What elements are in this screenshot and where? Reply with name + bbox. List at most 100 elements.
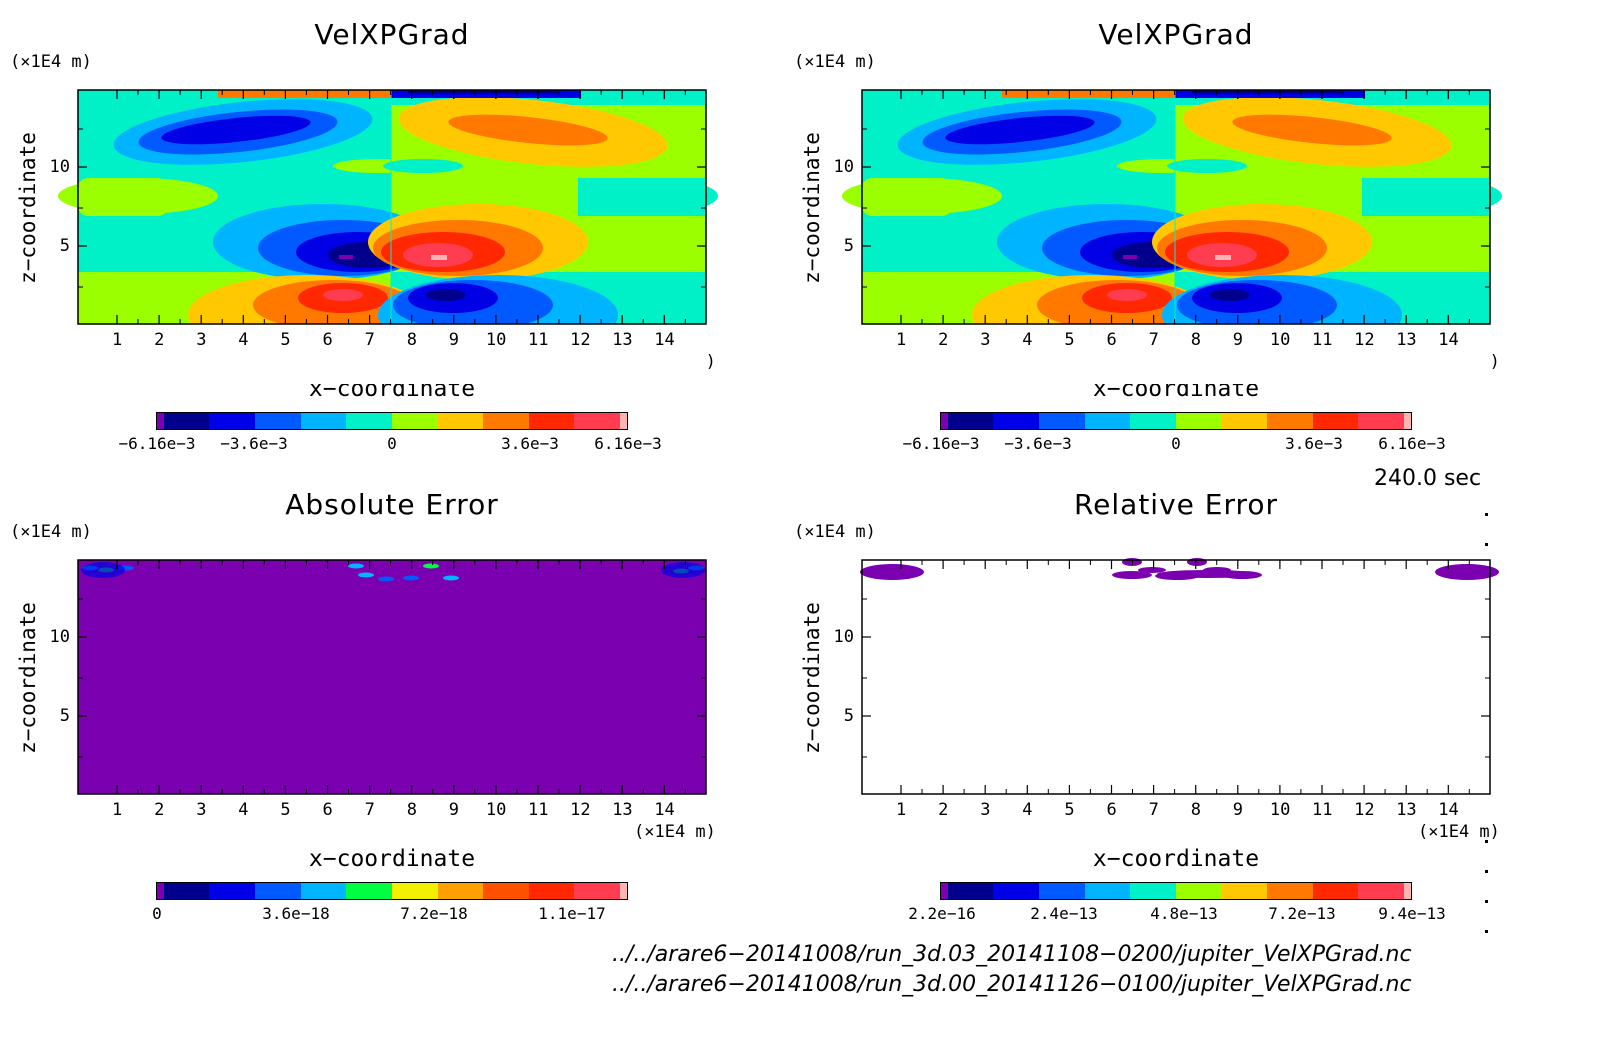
colorbar-segment — [1358, 883, 1405, 899]
colorbar-segment — [574, 883, 621, 899]
y-unit-label: (×1E4 m) — [794, 522, 876, 542]
colorbar-segment — [1267, 413, 1313, 429]
x-tick-label: 8 — [406, 800, 417, 820]
x-tick-label: 14 — [654, 800, 675, 820]
heatmap-plot-area — [77, 559, 707, 795]
colorbar-segment — [528, 883, 575, 899]
colorbar — [940, 412, 1412, 430]
x-tick-label: 5 — [280, 330, 291, 350]
chart-title: VelXPGrad — [314, 18, 470, 51]
x-tick-label: 12 — [570, 330, 591, 350]
colorbar — [156, 882, 628, 900]
colorbar-segment — [1039, 883, 1085, 899]
colorbar-segment — [1404, 883, 1411, 899]
x-tick-label: 12 — [1354, 330, 1375, 350]
x-tick-label: 9 — [448, 800, 460, 820]
x-tick-label: 2 — [938, 800, 949, 820]
y-tick-label: 10 — [49, 157, 70, 177]
x-tick-label: 1 — [112, 800, 123, 820]
colorbar-label: −3.6e−3 — [1004, 434, 1072, 453]
x-tick-label: 13 — [612, 800, 633, 820]
colorbar-segment — [209, 883, 256, 899]
x-tick-label: 7 — [364, 330, 375, 350]
x-tick-label: 8 — [1190, 800, 1201, 820]
x-tick-label: 3 — [196, 800, 207, 820]
colorbar-label: 1.1e−17 — [538, 904, 606, 923]
x-tick-label: 6 — [1106, 800, 1117, 820]
x-tick-label: 12 — [570, 800, 591, 820]
colorbar-segment — [1221, 883, 1268, 899]
x-tick-label: 7 — [1148, 330, 1159, 350]
colorbar-label: 3.6e−3 — [1285, 434, 1343, 453]
x-tick-label: 14 — [1438, 800, 1459, 820]
colorbar-segment — [1312, 883, 1359, 899]
colorbar-label: 0 — [152, 904, 162, 923]
x-tick-label: 8 — [1190, 330, 1201, 350]
colorbar-segment — [528, 413, 575, 429]
colorbar-segment — [300, 413, 347, 429]
colorbar-segment — [437, 883, 484, 899]
dot-marker — [1485, 840, 1488, 843]
x-tick-label: 11 — [528, 800, 549, 820]
colorbar-label: 0 — [387, 434, 397, 453]
x-tick-label: 4 — [238, 800, 249, 820]
x-axis-label: x−coordinate — [1092, 846, 1260, 872]
colorbar-segment — [947, 883, 994, 899]
colorbar-segment — [483, 413, 529, 429]
x-tick-label: 13 — [612, 330, 633, 350]
dot-marker — [1485, 900, 1488, 903]
colorbar-segment — [1130, 883, 1176, 899]
x-tick-label: 8 — [406, 330, 417, 350]
y-axis-label: z−coordinate — [800, 132, 824, 284]
x-tick-label: 10 — [485, 330, 507, 350]
x-tick-label: 11 — [1312, 800, 1333, 820]
y-axis-label: z−coordinate — [16, 132, 40, 284]
colorbar-label: −6.16e−3 — [902, 434, 980, 453]
colorbar-label: 0 — [1171, 434, 1181, 453]
colorbar-segment — [1039, 413, 1085, 429]
colorbar-segment — [255, 883, 301, 899]
x-tick-label: 4 — [1022, 330, 1033, 350]
colorbar-label: 6.16e−3 — [594, 434, 662, 453]
colorbar-label: −3.6e−3 — [220, 434, 288, 453]
dot-marker — [1485, 543, 1488, 546]
x-tick-label: 3 — [980, 800, 991, 820]
colorbar-segment — [483, 883, 529, 899]
colorbar-label: 6.16e−3 — [1378, 434, 1446, 453]
colorbar-segment — [346, 883, 392, 899]
y-tick-label: 10 — [49, 627, 70, 647]
colorbar-label: 7.2e−13 — [1268, 904, 1336, 923]
x-tick-label: 12 — [1354, 800, 1375, 820]
colorbar-segment — [1404, 413, 1411, 429]
x-tick-label: 7 — [364, 800, 375, 820]
x-tick-label: 9 — [448, 330, 460, 350]
colorbar-label: −6.16e−3 — [118, 434, 196, 453]
colorbar-segment — [1084, 883, 1131, 899]
colorbar-segment — [437, 413, 484, 429]
heatmap-plot-area — [842, 89, 1502, 384]
x-tick-label: 9 — [1232, 800, 1244, 820]
colorbar-label: 3.6e−18 — [262, 904, 330, 923]
x-tick-label: 5 — [280, 800, 291, 820]
colorbar-segment — [1175, 413, 1222, 429]
chart-title: VelXPGrad — [1098, 18, 1254, 51]
colorbar-label: 2.2e−16 — [908, 904, 976, 923]
x-tick-label: 14 — [1438, 330, 1459, 350]
heatmap-plot-area — [860, 558, 1499, 795]
x-tick-label: 13 — [1396, 330, 1417, 350]
heatmap-plot-area — [58, 89, 718, 384]
x-tick-label: 5 — [1064, 330, 1075, 350]
x-axis-label: x−coordinate — [308, 846, 476, 872]
colorbar-segment — [1358, 413, 1405, 429]
x-tick-label: 11 — [1312, 330, 1333, 350]
dot-marker — [1485, 870, 1488, 873]
dot-marker — [1485, 930, 1488, 933]
y-unit-label: (×1E4 m) — [10, 522, 92, 542]
x-tick-label: 2 — [938, 330, 949, 350]
y-unit-label: (×1E4 m) — [10, 52, 92, 72]
colorbar-segment — [1221, 413, 1268, 429]
y-tick-label: 10 — [833, 157, 854, 177]
x-tick-label: 3 — [196, 330, 207, 350]
colorbar-segment — [391, 413, 438, 429]
dot-marker — [1485, 513, 1488, 516]
